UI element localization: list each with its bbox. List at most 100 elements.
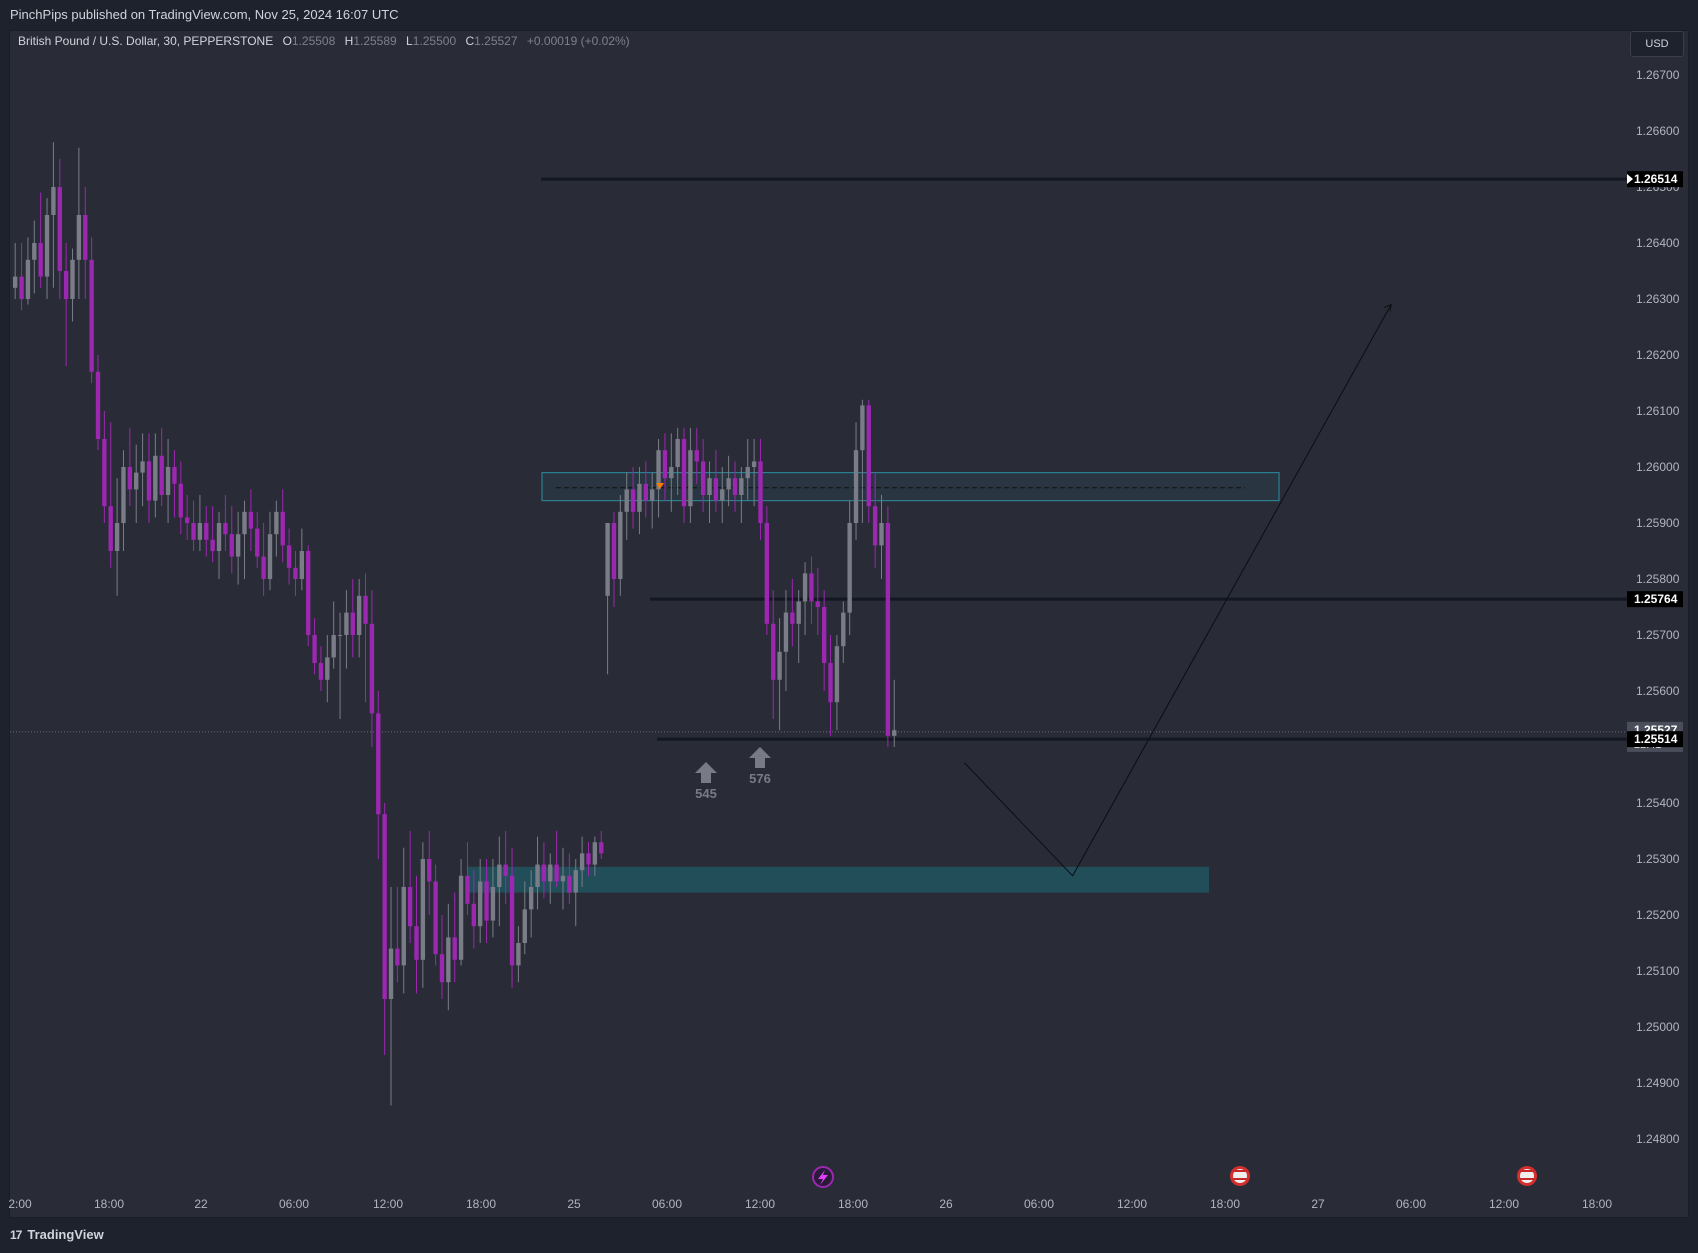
candle-body — [306, 551, 311, 635]
candle-body — [325, 657, 330, 680]
candle-body — [732, 478, 738, 495]
up-arrow-marker-icon — [695, 762, 717, 783]
low-label: L — [406, 34, 413, 48]
time-tick-label: 12:00 — [1489, 1197, 1519, 1211]
price-tick-label: 1.26100 — [1636, 404, 1680, 418]
candle-body — [427, 859, 432, 882]
marker-label: 545 — [695, 786, 717, 801]
candle-body — [134, 472, 139, 490]
price-label-text: 1.25764 — [1634, 592, 1678, 606]
candle-body — [484, 881, 489, 921]
time-tick-label: 25 — [567, 1197, 581, 1211]
candle-body — [89, 259, 94, 372]
candle-body — [216, 523, 222, 551]
candle-body — [541, 864, 547, 882]
candle-body — [509, 875, 515, 966]
tradingview-brand[interactable]: 17 TradingView — [10, 1227, 104, 1242]
candle-body — [478, 881, 483, 927]
time-tick-label: 12:00 — [745, 1197, 775, 1211]
time-tick-label: 06:00 — [279, 1197, 309, 1211]
candle-body — [777, 651, 782, 680]
time-tick-label: 27 — [1311, 1197, 1325, 1211]
candle-body — [535, 864, 540, 887]
price-label-text: 1.25514 — [1634, 732, 1678, 746]
close-label: C — [465, 34, 475, 48]
flag-stripe — [1233, 1178, 1247, 1180]
candle-body — [51, 187, 56, 215]
candle-body — [280, 511, 285, 546]
candle-body — [32, 243, 37, 260]
candle-body — [815, 601, 820, 607]
candle-body — [369, 623, 375, 714]
arrow-head-icon — [1383, 303, 1392, 312]
candle-body — [446, 937, 451, 983]
time-tick-label: 18:00 — [838, 1197, 868, 1211]
candle-body — [191, 523, 196, 540]
zone-box — [467, 866, 1209, 893]
candle-body — [465, 875, 470, 904]
candle-body — [172, 467, 177, 484]
price-label-box — [1627, 731, 1683, 748]
candle-body — [95, 371, 101, 439]
candle-body — [726, 478, 731, 490]
publish-info: PinchPips published on TradingView.com, … — [10, 7, 399, 22]
candle-body — [764, 523, 770, 624]
candle-body — [650, 489, 655, 501]
candle-body — [44, 215, 50, 277]
candle-body — [286, 545, 292, 568]
candle-body — [267, 534, 273, 579]
price-tick-label: 1.25800 — [1636, 572, 1680, 586]
candle-body — [828, 663, 833, 703]
price-tick-label: 1.26000 — [1636, 460, 1680, 474]
candles — [13, 142, 897, 1106]
candle-body — [38, 243, 43, 277]
candle-body — [178, 483, 183, 518]
candle-body — [866, 405, 871, 507]
candle-body — [847, 523, 852, 613]
candle-body — [872, 506, 878, 546]
candle-body — [452, 937, 457, 960]
price-tick-label: 1.25700 — [1636, 628, 1680, 642]
candle-body — [681, 439, 687, 507]
time-tick-label: 06:00 — [1024, 1197, 1054, 1211]
tradingview-logo-icon: 17 — [10, 1227, 22, 1242]
candle-body — [407, 887, 413, 927]
open-label: O — [282, 34, 292, 48]
time-tick-label: 26 — [939, 1197, 953, 1211]
candle-body — [879, 523, 884, 546]
candle-body — [261, 556, 266, 579]
time-tick-label: 12:00 — [373, 1197, 403, 1211]
price-tick-label: 1.26300 — [1636, 292, 1680, 306]
candle-body — [700, 461, 706, 495]
candle-body — [554, 864, 559, 882]
candle-body — [331, 635, 336, 658]
candle-body — [516, 943, 521, 966]
price-tick-label: 1.25600 — [1636, 684, 1680, 698]
time-tick-label: 06:00 — [1396, 1197, 1426, 1211]
currency-button[interactable]: USD — [1630, 31, 1684, 57]
candle-body — [471, 903, 477, 927]
candle-body — [433, 881, 438, 955]
candle-body — [713, 478, 719, 501]
time-tick-label: 18:00 — [1582, 1197, 1612, 1211]
candle-body — [675, 439, 680, 467]
candle-body — [637, 483, 642, 512]
candle-body — [63, 271, 69, 299]
candle-body — [140, 461, 145, 473]
change-value: +0.00019 (+0.02%) — [526, 34, 630, 48]
price-tick-label: 1.24900 — [1636, 1076, 1680, 1090]
candle-body — [114, 523, 120, 551]
candle-body — [363, 595, 368, 624]
candle-body — [707, 478, 712, 495]
candle-body — [783, 612, 789, 652]
marker-label: 576 — [749, 771, 771, 786]
candle-body — [720, 489, 725, 501]
candle-body — [573, 870, 578, 893]
candle-body — [376, 713, 381, 815]
price-label-box — [1627, 171, 1683, 188]
candle-body — [567, 875, 572, 893]
candle-body — [630, 489, 636, 512]
footer-bar — [0, 1218, 1698, 1253]
candle-body — [108, 506, 113, 551]
